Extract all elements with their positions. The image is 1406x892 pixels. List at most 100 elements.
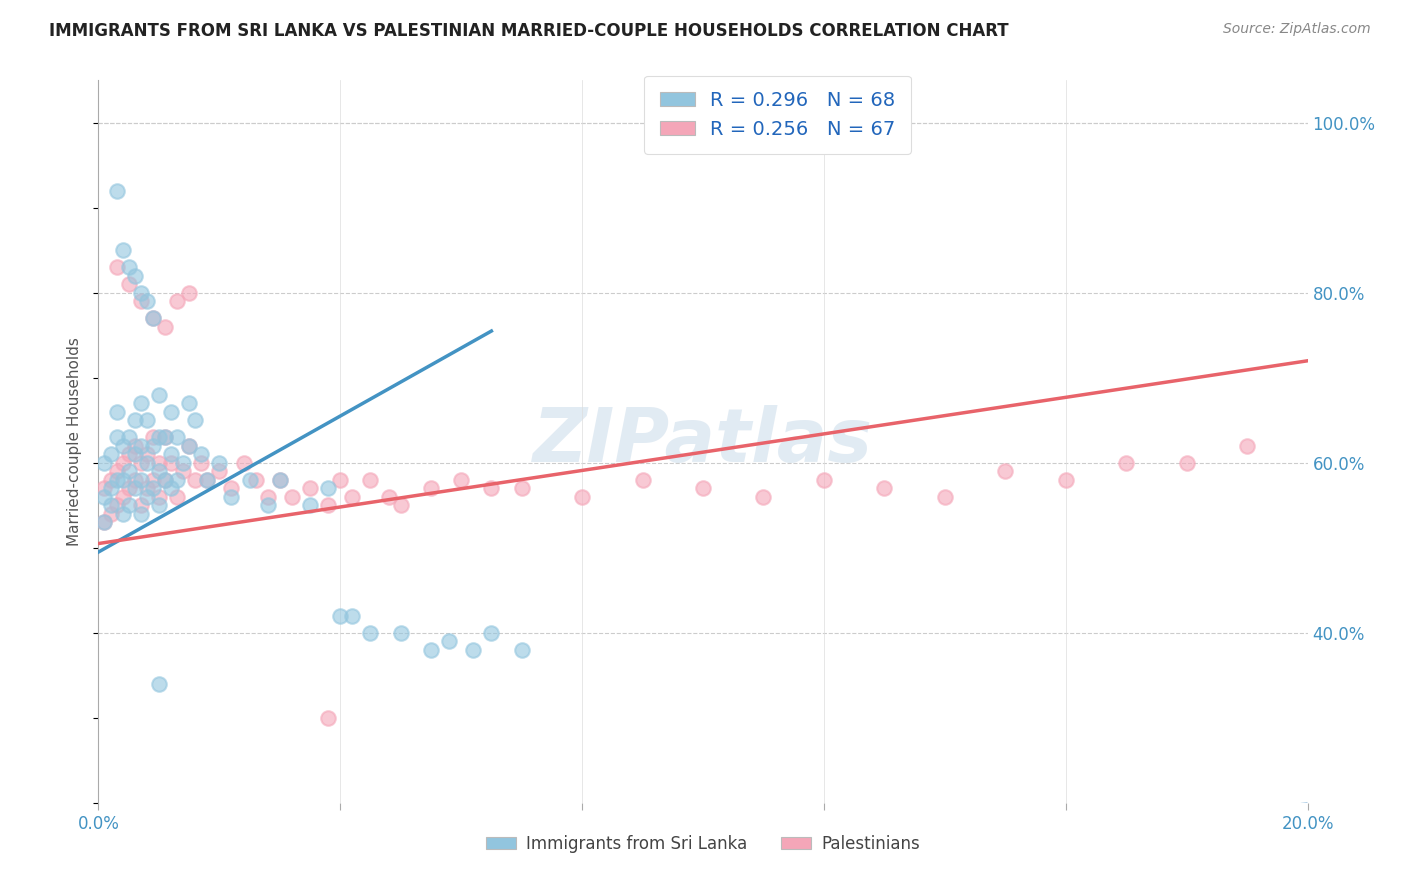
Point [118, 447, 141, 461]
Point [111, 244, 134, 258]
Point [269, 473, 291, 487]
Point [232, 456, 254, 470]
Point [360, 473, 382, 487]
Point [184, 413, 207, 427]
Point [111, 507, 134, 521]
Point [481, 481, 503, 495]
Point [437, 634, 460, 648]
Point [129, 507, 152, 521]
Point [111, 490, 134, 504]
Point [166, 490, 188, 504]
Point [148, 464, 170, 478]
Point [118, 277, 141, 292]
Point [142, 311, 165, 326]
Point [994, 464, 1017, 478]
Point [129, 285, 152, 300]
Point [124, 481, 146, 495]
Point [299, 498, 322, 512]
Point [93, 490, 115, 504]
Point [256, 498, 278, 512]
Point [135, 490, 157, 504]
Text: IMMIGRANTS FROM SRI LANKA VS PALESTINIAN MARRIED-COUPLE HOUSEHOLDS CORRELATION C: IMMIGRANTS FROM SRI LANKA VS PALESTINIAN… [49, 22, 1010, 40]
Point [148, 677, 170, 691]
Point [342, 608, 364, 623]
Point [221, 481, 243, 495]
Legend: Immigrants from Sri Lanka, Palestinians: Immigrants from Sri Lanka, Palestinians [479, 828, 927, 860]
Point [208, 464, 231, 478]
Point [873, 481, 896, 495]
Point [105, 464, 128, 478]
Point [160, 456, 183, 470]
Point [1115, 456, 1137, 470]
Point [179, 396, 201, 410]
Point [124, 268, 146, 283]
Point [135, 481, 157, 495]
Point [179, 285, 201, 300]
Point [172, 456, 194, 470]
Point [148, 430, 170, 444]
Point [166, 294, 188, 309]
Point [111, 439, 134, 453]
Point [100, 481, 122, 495]
Point [129, 439, 152, 453]
Point [692, 481, 714, 495]
Point [377, 490, 399, 504]
Point [111, 473, 134, 487]
Point [148, 388, 170, 402]
Point [221, 490, 243, 504]
Point [510, 642, 533, 657]
Point [93, 516, 115, 530]
Point [135, 456, 157, 470]
Point [179, 439, 201, 453]
Text: Source: ZipAtlas.com: Source: ZipAtlas.com [1223, 22, 1371, 37]
Point [245, 473, 267, 487]
Point [124, 413, 146, 427]
Point [105, 473, 128, 487]
Y-axis label: Married-couple Households: Married-couple Households [67, 337, 83, 546]
Point [142, 430, 165, 444]
Point [118, 498, 141, 512]
Point [360, 625, 382, 640]
Point [124, 447, 146, 461]
Point [105, 184, 128, 198]
Point [239, 473, 262, 487]
Point [105, 430, 128, 444]
Point [153, 430, 176, 444]
Point [129, 396, 152, 410]
Point [510, 481, 533, 495]
Point [135, 413, 157, 427]
Point [752, 490, 775, 504]
Point [148, 498, 170, 512]
Text: ZIPatlas: ZIPatlas [533, 405, 873, 478]
Point [481, 625, 503, 640]
Point [118, 481, 141, 495]
Point [420, 481, 443, 495]
Point [111, 456, 134, 470]
Point [342, 490, 364, 504]
Point [316, 498, 339, 512]
Point [160, 405, 183, 419]
Point [142, 481, 165, 495]
Point [93, 456, 115, 470]
Point [184, 473, 207, 487]
Point [129, 456, 152, 470]
Point [148, 490, 170, 504]
Point [166, 430, 188, 444]
Point [142, 311, 165, 326]
Point [329, 473, 352, 487]
Point [166, 473, 188, 487]
Point [142, 473, 165, 487]
Point [208, 456, 231, 470]
Point [142, 439, 165, 453]
Point [389, 498, 412, 512]
Point [160, 447, 183, 461]
Point [93, 516, 115, 530]
Point [160, 481, 183, 495]
Point [105, 498, 128, 512]
Point [631, 473, 654, 487]
Point [100, 507, 122, 521]
Point [1175, 456, 1198, 470]
Point [450, 473, 472, 487]
Point [571, 490, 593, 504]
Point [1054, 473, 1077, 487]
